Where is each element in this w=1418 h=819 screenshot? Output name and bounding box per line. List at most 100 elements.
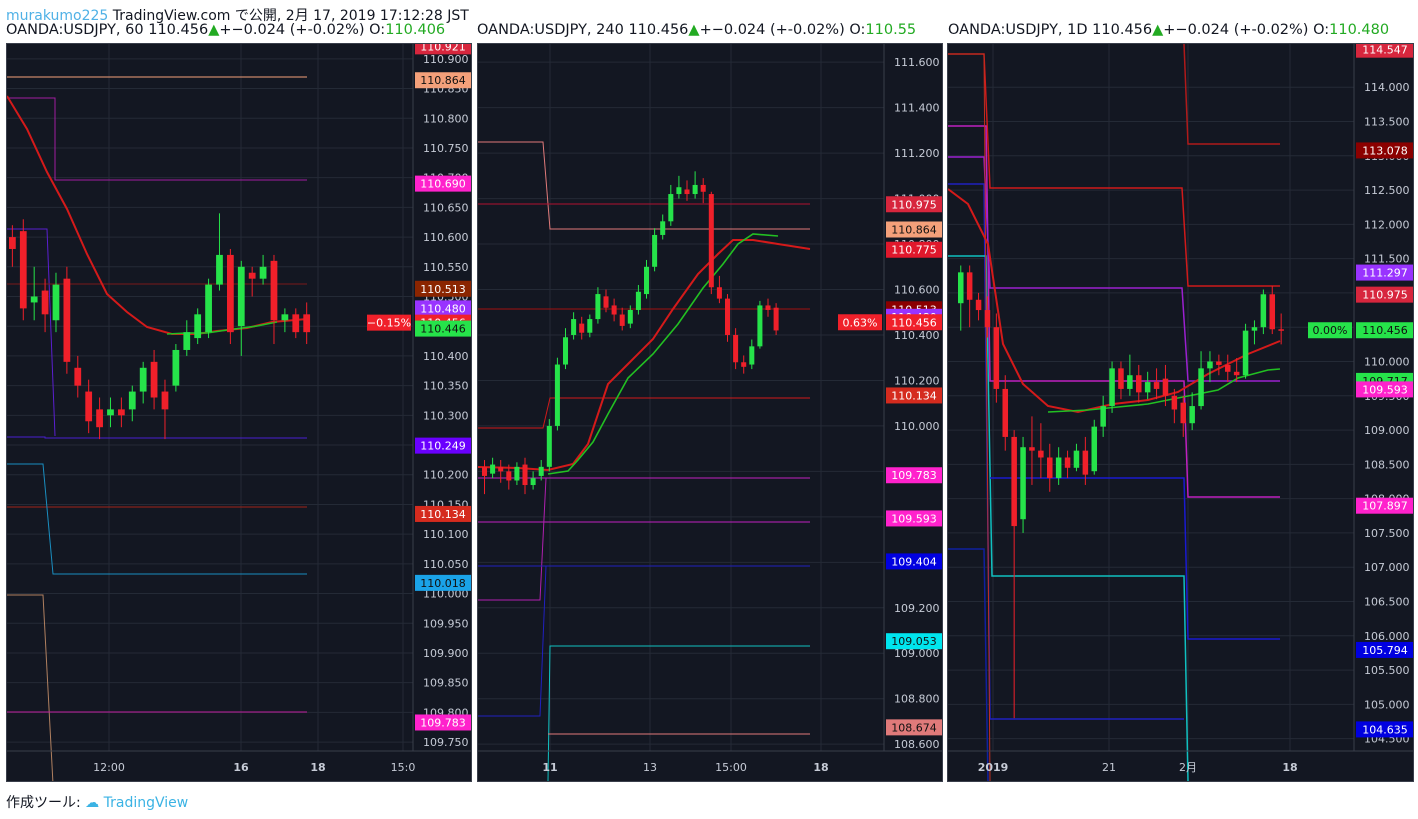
candle-body <box>1216 361 1222 365</box>
time-tick-label: 18 <box>813 761 828 774</box>
candle-body <box>635 291 641 310</box>
price-tag-label: 110.975 <box>1362 289 1408 302</box>
chart-canvas-1d[interactable]: 114.000113.500113.000112.500112.000111.5… <box>948 44 1413 781</box>
price-tick-label: 110.550 <box>423 261 469 274</box>
candle-body <box>248 272 256 279</box>
price-tick-label: 114.000 <box>1364 81 1410 94</box>
candle-body <box>733 334 739 363</box>
time-tick-label: 15:0 <box>391 761 416 774</box>
candle-body <box>522 464 528 486</box>
price-tag-label: 110.249 <box>420 440 466 453</box>
price-tag <box>1356 264 1413 281</box>
price-tag <box>886 467 942 484</box>
candle-body <box>52 284 60 321</box>
candle-body <box>603 296 609 308</box>
price-tick-label: 110.200 <box>894 374 940 387</box>
price-tag-label: 108.674 <box>891 721 937 734</box>
candle-body <box>150 361 158 398</box>
price-tick-label: 111.600 <box>894 56 940 69</box>
candle-body <box>1011 436 1017 527</box>
candle-body <box>506 471 512 481</box>
price-tag-label: 105.794 <box>1362 644 1408 657</box>
pct-tag-label: 0.00% <box>1313 324 1348 337</box>
author-name[interactable]: murakumo225 <box>6 8 109 24</box>
time-tick-label: 11 <box>542 761 557 774</box>
chart-canvas-60[interactable]: 110.900110.850110.800110.750110.700110.6… <box>7 44 471 781</box>
candle-body <box>1082 450 1089 475</box>
change-text: +−0.024 (+-0.02%) <box>699 22 845 38</box>
price-tag-label: 110.921 <box>420 44 466 53</box>
candle-body <box>773 307 779 331</box>
time-tick-label: 18 <box>310 761 325 774</box>
price-tag-label: 110.018 <box>420 577 466 590</box>
price-tick-label: 110.800 <box>423 112 469 125</box>
price-tick-label: 110.900 <box>423 53 469 66</box>
candle-body <box>1198 368 1204 407</box>
price-tag <box>415 714 471 731</box>
price-tag-label: 114.547 <box>1362 44 1408 57</box>
symbol-bar-3: OANDA:USDJPY, 1D 110.456▲+−0.024 (+-0.02… <box>948 22 1414 38</box>
candle-body <box>1180 402 1187 424</box>
indicator-line <box>7 594 54 781</box>
candle-body <box>1038 450 1044 458</box>
chart-panel-60[interactable]: 110.900110.850110.800110.750110.700110.6… <box>6 43 472 782</box>
indicator-line <box>478 397 810 429</box>
price-tag <box>415 437 471 454</box>
candle-body <box>270 260 278 321</box>
candle-body <box>1047 457 1053 479</box>
price-tick-label: 109.000 <box>894 647 940 660</box>
price-tag-label: 110.775 <box>891 244 937 257</box>
candle-body <box>128 391 136 410</box>
price-tag-label: 107.897 <box>1362 500 1408 513</box>
candle-body <box>303 314 311 333</box>
candle-body <box>1153 382 1160 389</box>
candle-body <box>183 332 191 350</box>
chart-panel-240[interactable]: 111.600111.400111.200111.000110.800110.6… <box>477 43 943 782</box>
price-tick-label: 110.650 <box>423 201 469 214</box>
candle-body <box>579 323 585 333</box>
candle-body <box>1118 368 1124 389</box>
tradingview-brand[interactable]: TradingView <box>103 795 189 811</box>
last-price: 110.456 <box>1092 22 1153 38</box>
price-tag <box>886 633 942 650</box>
indicator-line <box>948 255 1189 781</box>
chart-panel-1d[interactable]: 114.000113.500113.000112.500112.000111.5… <box>947 43 1414 782</box>
symbol-name: OANDA:USDJPY, 240 <box>477 22 624 38</box>
chart-canvas-240[interactable]: 111.600111.400111.200111.000110.800110.6… <box>478 44 942 781</box>
price-tag <box>886 553 942 570</box>
price-tag <box>415 175 471 192</box>
candle-body <box>1144 382 1151 393</box>
time-tick-label: 16 <box>233 761 249 774</box>
price-tag-label: 109.593 <box>891 512 937 525</box>
tradingview-logo-icon[interactable]: ☁ <box>85 795 100 811</box>
price-tag <box>886 314 942 331</box>
open-value: 110.480 <box>1329 22 1390 38</box>
candle-body <box>530 478 536 486</box>
candle-body <box>668 194 674 222</box>
change-text: +−0.024 (+-0.02%) <box>1163 22 1309 38</box>
candle-body <box>984 310 991 328</box>
candle-body <box>30 296 38 303</box>
publish-header: murakumo225 TradingView.com で公開, 2月 17, … <box>6 5 469 25</box>
candle-body <box>9 237 16 249</box>
ma-red-line <box>478 239 811 472</box>
candle-body <box>1207 361 1213 369</box>
candle-body <box>259 266 267 279</box>
candle-body <box>958 272 964 304</box>
candle-body <box>1127 375 1133 389</box>
price-tick-label: 110.400 <box>894 329 940 342</box>
indicator-line <box>990 477 1280 640</box>
price-tick-label: 105.500 <box>1364 664 1410 677</box>
candle-body <box>546 425 552 467</box>
price-tag <box>415 320 471 337</box>
price-tick-label: 109.000 <box>1364 424 1410 437</box>
open-label: O: <box>1313 22 1330 38</box>
price-tick-label: 110.750 <box>423 142 469 155</box>
candle-body <box>676 187 682 195</box>
price-tick-label: 109.200 <box>894 602 940 615</box>
price-tag <box>1356 721 1413 738</box>
price-tag <box>1356 641 1413 658</box>
candle-body <box>216 254 223 285</box>
price-tag <box>1356 286 1413 303</box>
indicator-line <box>1183 44 1280 145</box>
